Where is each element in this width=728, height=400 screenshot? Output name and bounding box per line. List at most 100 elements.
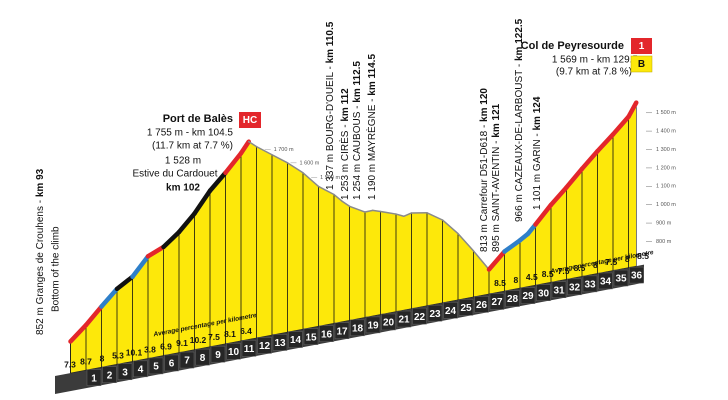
km-box	[629, 266, 644, 284]
category-badge	[239, 112, 261, 128]
profile-edge	[548, 185, 569, 208]
km-label: 5	[153, 362, 159, 373]
km-label: 26	[476, 300, 488, 311]
climb-detail: 1 569 m - km 129.5	[552, 55, 639, 66]
place-km: km 110.5	[325, 21, 336, 63]
km-box	[474, 296, 489, 313]
profile-edge	[372, 209, 382, 213]
km-box	[86, 369, 102, 386]
profile-edge	[114, 274, 135, 292]
km-label: 27	[491, 297, 503, 308]
km-box	[412, 307, 427, 325]
gradient-label: 8.5	[574, 263, 586, 273]
km-label: 10	[228, 347, 240, 358]
climb-stats: (9.7 km at 7.8 %)	[556, 67, 632, 78]
place-km: km 112.5	[352, 61, 363, 103]
gradient-label: 7.5	[605, 257, 617, 267]
km-box	[257, 337, 272, 354]
waypoint-elevation: 1 528 m	[165, 156, 201, 167]
place-label: 852 m Granges de Crouhens - km 93	[35, 168, 46, 335]
profile-edge	[248, 140, 258, 148]
profile-edge	[395, 213, 405, 218]
km-label: 11	[244, 344, 255, 355]
place-label: 895 m SAINT-AVENTIN - km 121	[491, 103, 502, 252]
place-label: 1 253 m CIRÈS - km 112	[338, 88, 351, 200]
climb-detail: 1 755 m - km 104.5	[147, 128, 234, 139]
km-label: 3	[122, 367, 128, 378]
km-label: 9	[215, 350, 221, 361]
km-box	[148, 357, 164, 375]
km-box	[396, 310, 412, 328]
profile-edge	[207, 170, 228, 193]
km-box	[226, 343, 241, 360]
place-label: 1 190 m MAYRÈGNE - km 114.5	[365, 54, 378, 200]
km-label: 28	[507, 294, 519, 305]
km-label: 35	[615, 274, 627, 285]
profile-edge	[130, 254, 151, 279]
km-box	[334, 322, 350, 340]
km-box	[427, 304, 443, 322]
km-box	[195, 348, 210, 366]
profile-edge	[286, 162, 304, 174]
km-label: 1	[91, 373, 97, 384]
profile-edge	[457, 232, 475, 252]
place-km: km 93	[35, 168, 46, 197]
profile-edge	[302, 172, 320, 188]
place-name: 895 m SAINT-AVENTIN -	[491, 138, 502, 252]
place-name: 1 337 m BOURG-D'OUEIL -	[325, 63, 336, 190]
gradient-label: 8.7	[80, 356, 92, 366]
place-name: 852 m Granges de Crouhens -	[35, 197, 46, 335]
place-name: 1 190 m MAYRÈGNE -	[365, 96, 378, 200]
gradient-label: 8.5	[637, 251, 649, 261]
place-km: km 124	[532, 96, 543, 130]
gradient-label: 10.1	[126, 347, 143, 357]
contour-label: 1 600 m	[300, 160, 320, 166]
km-label: 17	[336, 326, 348, 337]
km-box	[613, 269, 629, 287]
gradient-label: 8	[100, 353, 105, 363]
place-km: km 122.5	[514, 18, 525, 61]
km-label: 16	[321, 329, 333, 340]
place-km: km 121	[491, 103, 502, 137]
km-label: 2	[107, 370, 113, 381]
gradient-label: 9.1	[176, 338, 188, 348]
gradient-label: 10.2	[190, 335, 207, 345]
profile-edge	[502, 238, 523, 254]
climb-bonus: B	[638, 59, 645, 70]
place-name: 1 253 m CIRÈS -	[338, 122, 351, 200]
km-label: 32	[569, 282, 581, 293]
profile-edge	[441, 219, 459, 235]
gradient-label: 5.3	[112, 350, 124, 360]
gradient-label: 8	[593, 260, 598, 270]
gradient-label: 8.5	[494, 278, 506, 288]
profile-edge	[426, 212, 444, 221]
profile-edge	[472, 250, 490, 271]
bonus-badge	[630, 55, 653, 73]
profile-edge	[99, 286, 120, 309]
km-box	[272, 334, 288, 351]
km-label: 21	[398, 315, 410, 326]
contour-label: 1 700 m	[274, 147, 294, 153]
km-box	[179, 351, 195, 369]
profile-edge	[68, 322, 89, 344]
place-label: 1 337 m BOURG-D'OUEIL - km 110.5	[325, 21, 336, 190]
km-label: 30	[538, 288, 550, 299]
climb-category: HC	[243, 115, 257, 126]
y-tick-label: 1 000 m	[656, 202, 676, 208]
profile-edge	[176, 211, 197, 235]
km-box	[551, 281, 567, 298]
place-label: 1 101 m GARIN - km 124	[532, 96, 543, 210]
km-label: 13	[274, 338, 286, 349]
km-label: 4	[138, 364, 144, 375]
km-box	[458, 299, 474, 316]
profile-edge	[364, 209, 374, 213]
y-tick-label: 1 300 m	[656, 147, 676, 153]
km-label: 29	[522, 291, 534, 302]
climb-stats: (11.7 km at 7.7 %)	[152, 141, 233, 152]
profile-edge	[145, 244, 166, 259]
profile-edge	[379, 210, 397, 215]
profile-edge	[579, 148, 600, 172]
km-box	[303, 328, 319, 345]
gradient-label: 6.9	[160, 341, 172, 351]
